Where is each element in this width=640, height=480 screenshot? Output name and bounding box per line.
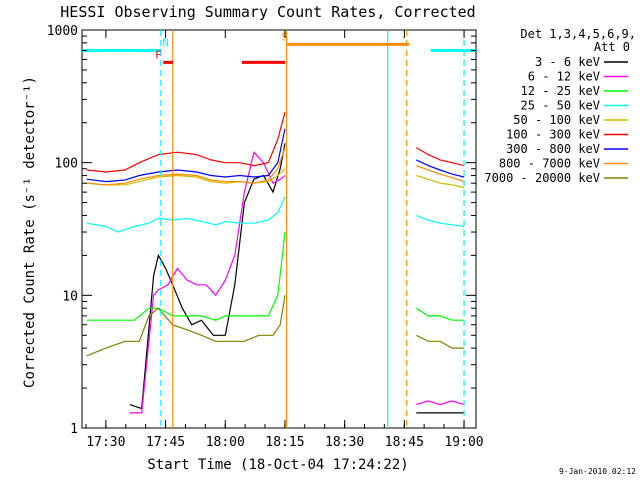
x-tick-label-2: 18:00 bbox=[206, 435, 245, 450]
x-tick-label-0: 17:30 bbox=[86, 435, 125, 450]
legend-label-4: 50 - 100 keV bbox=[513, 113, 600, 127]
series-line-after-1 bbox=[416, 400, 465, 406]
series-line-6 bbox=[86, 128, 286, 183]
series-line-0 bbox=[129, 143, 286, 410]
legend-label-5: 100 - 300 keV bbox=[506, 128, 600, 142]
y-tick-label-3: 1000 bbox=[47, 24, 78, 39]
legend-label-6: 300 - 800 keV bbox=[506, 142, 600, 156]
x-tick-label-5: 18:45 bbox=[385, 435, 424, 450]
y-tick-label-2: 100 bbox=[55, 157, 78, 172]
legend-header-line-1: Det 1,3,4,5,6,9, bbox=[520, 27, 636, 41]
x-axis-label: Start Time (18-Oct-04 17:24:22) bbox=[147, 457, 408, 473]
y-axis: 1 10 100 1000 bbox=[47, 24, 476, 437]
legend-label-7: 800 - 7000 keV bbox=[499, 157, 600, 171]
series-line-7 bbox=[86, 147, 286, 186]
x-axis: 17:30 17:45 18:00 18:15 18:30 18:45 19:00 bbox=[85, 30, 484, 450]
series-line-after-8 bbox=[416, 334, 465, 349]
series-line-4 bbox=[86, 168, 286, 186]
series-line-1 bbox=[129, 150, 286, 414]
series-line-5 bbox=[86, 112, 286, 173]
series-line-after-2 bbox=[415, 307, 465, 321]
legend-label-1: 6 - 12 keV bbox=[528, 70, 600, 84]
plot-frame bbox=[81, 29, 477, 429]
legend-header-line-2: Att 0 bbox=[594, 40, 630, 54]
series-line-after-5 bbox=[415, 147, 465, 167]
y-axis-label: Corrected Count Rate (s⁻¹ detector⁻¹) bbox=[22, 76, 38, 388]
flag-label-N: N bbox=[162, 37, 169, 50]
chart-title: HESSI Observing Summary Count Rates, Cor… bbox=[60, 3, 475, 21]
footer-date: 9-Jan-2010 02:12 bbox=[559, 467, 636, 476]
x-tick-label-6: 19:00 bbox=[444, 435, 483, 450]
plot-area: NFS bbox=[81, 29, 477, 429]
series-line-after-6 bbox=[416, 159, 465, 178]
legend-label-0: 3 - 6 keV bbox=[535, 55, 600, 69]
legend-label-3: 25 - 50 keV bbox=[521, 99, 600, 113]
x-tick-label-1: 17:45 bbox=[146, 435, 185, 450]
series-line-after-4 bbox=[416, 174, 465, 189]
legend-label-8: 7000 - 20000 keV bbox=[484, 171, 600, 185]
y-tick-label-0: 1 bbox=[70, 422, 78, 437]
series-line-8 bbox=[86, 295, 286, 357]
flag-label-F: F bbox=[155, 48, 162, 61]
y-tick-label-1: 10 bbox=[62, 289, 78, 304]
series-line-after-3 bbox=[416, 214, 465, 228]
legend-label-2: 12 - 25 keV bbox=[521, 84, 600, 98]
series-line-2 bbox=[86, 231, 286, 321]
x-tick-label-3: 18:15 bbox=[265, 435, 304, 450]
x-tick-label-4: 18:30 bbox=[325, 435, 364, 450]
series-line-3 bbox=[86, 196, 286, 233]
series-line-after-7 bbox=[416, 165, 465, 183]
